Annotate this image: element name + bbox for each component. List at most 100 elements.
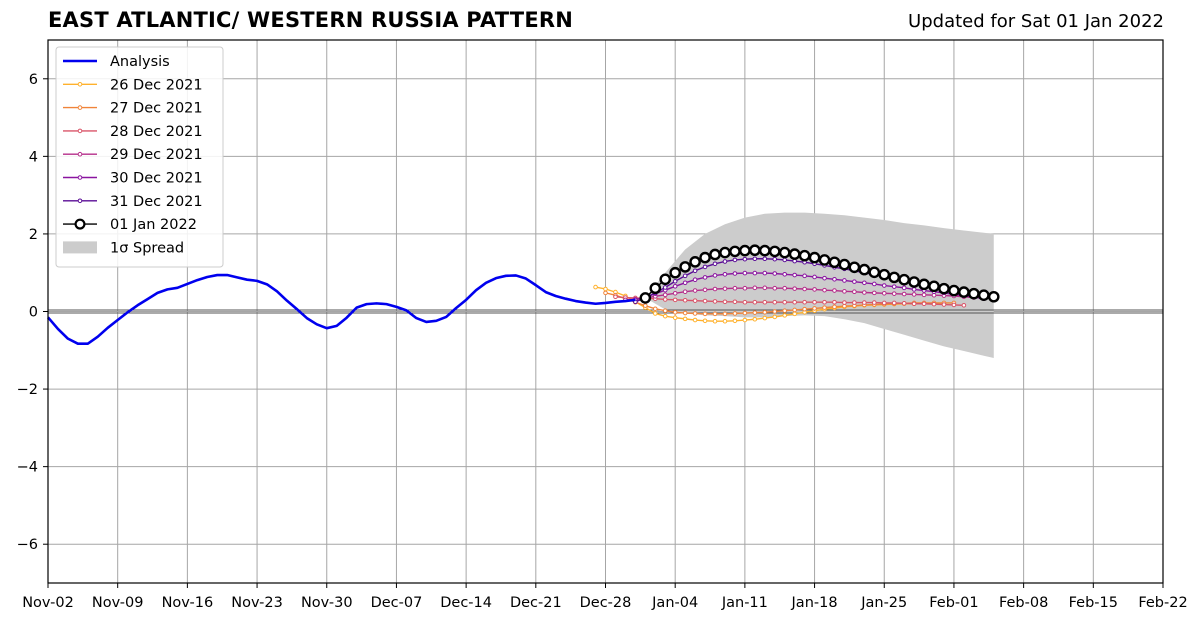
forecast-point [712,286,718,292]
current-forecast-point [749,244,761,257]
forecast-point [712,318,718,324]
forecast-point [732,285,738,291]
current-forecast-point [669,266,681,279]
x-tick-label: Nov-16 [162,595,214,611]
forecast-point [662,285,668,290]
forecast-point [792,311,797,317]
forecast-point [772,256,778,262]
current-forecast-point [908,276,920,288]
legend-label: 26 Dec 2021 [110,77,203,93]
forecast-point [941,302,947,307]
legend-label: 01 Jan 2022 [110,217,197,233]
forecast-point [951,302,957,308]
forecast-point [672,309,678,315]
current-forecast-point [828,256,841,269]
x-tick-label: Feb-15 [1069,595,1118,611]
current-forecast-point [818,254,831,266]
forecast-point [692,268,698,274]
x-tick-label: Dec-28 [580,595,632,611]
x-tick-label: Nov-09 [92,595,144,611]
forecast-point [652,306,658,312]
legend-label: 30 Dec 2021 [110,171,203,187]
forecast-point [682,316,688,322]
current-forecast-point [918,278,930,291]
forecast-point [792,272,797,278]
current-forecast-point [928,280,940,293]
legend-label: 29 Dec 2021 [110,147,203,163]
x-tick-label: Dec-21 [510,595,562,611]
forecast-point [702,275,708,280]
current-forecast-point [878,268,891,281]
current-forecast-point [768,245,781,258]
forecast-point [782,271,787,277]
forecast-point [702,287,708,293]
forecast-point [931,301,937,307]
legend-swatch-marker [77,82,83,87]
forecast-point [742,317,748,323]
forecast-point [852,279,857,284]
forecast-point [822,305,827,310]
forecast-point [742,256,748,262]
current-forecast-point [938,282,950,295]
forecast-point [662,297,668,302]
forecast-point [652,311,658,316]
y-tick-label: −4 [17,460,38,476]
current-forecast-point [898,273,910,286]
legend-swatch-marker [74,218,86,230]
forecast-point [742,270,748,276]
forecast-point [862,300,867,305]
forecast-point [921,301,927,307]
forecast-point [802,306,807,312]
forecast-point [961,302,967,308]
forecast-point [722,318,728,324]
current-forecast-point [778,246,791,259]
forecast-point [643,303,648,308]
forecast-point [871,290,877,296]
x-tick-label: Jan-18 [791,595,838,611]
analysis-line [47,273,636,345]
forecast-point [692,317,698,323]
forecast-point [603,290,608,296]
forecast-point [752,285,758,291]
forecast-point [792,286,797,291]
forecast-point [832,304,837,310]
current-forecast-point [858,263,871,276]
legend-swatch-marker [77,175,83,180]
forecast-point [832,299,837,305]
forecast-point [613,294,618,300]
legend-swatch [63,241,97,254]
forecast-point [742,310,748,316]
current-forecast-point [679,261,691,273]
forecast-point [752,270,758,276]
forecast-point [712,299,718,304]
forecast-point [772,299,778,305]
forecast-point [752,316,758,322]
forecast-point [772,271,778,276]
forecast-point [712,273,718,278]
forecast-point [832,288,837,293]
forecast-point [702,264,708,270]
x-tick-label: Feb-08 [999,595,1048,611]
forecast-point [732,271,738,276]
current-forecast-point [758,244,771,257]
x-tick-label: Dec-14 [440,595,492,611]
forecast-point [812,287,817,292]
forecast-point [692,277,698,282]
forecast-point [672,315,678,321]
y-tick-label: 0 [29,305,38,321]
current-forecast-point [798,249,811,262]
forecast-point [782,257,787,263]
forecast-point [662,313,668,319]
x-tick-label: Feb-01 [929,595,978,611]
forecast-point [762,256,768,262]
forecast-point [871,281,877,287]
forecast-point [881,300,887,306]
forecast-point [672,297,678,303]
forecast-point [822,299,827,305]
forecast-point [692,288,698,293]
forecast-point [712,311,718,317]
current-forecast-point [868,266,881,279]
x-tick-label: Jan-04 [651,595,698,611]
forecast-point [732,318,738,324]
forecast-point [682,273,688,279]
